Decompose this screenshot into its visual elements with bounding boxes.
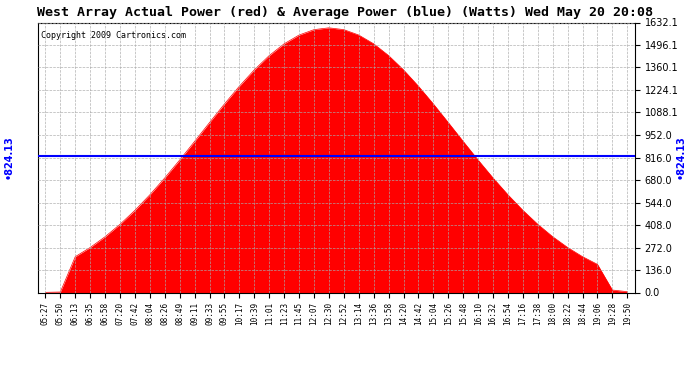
Text: West Array Actual Power (red) & Average Power (blue) (Watts) Wed May 20 20:08: West Array Actual Power (red) & Average … [37, 6, 653, 19]
Text: Copyright 2009 Cartronics.com: Copyright 2009 Cartronics.com [41, 31, 186, 40]
Text: •824.13: •824.13 [676, 136, 686, 179]
Text: •824.13: •824.13 [4, 136, 14, 179]
